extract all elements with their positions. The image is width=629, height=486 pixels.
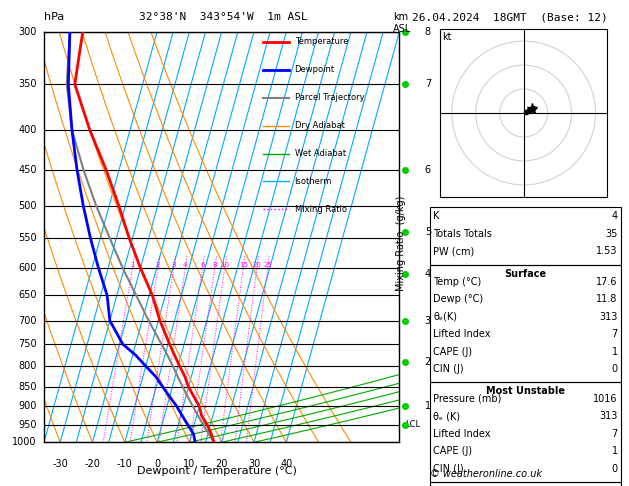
Text: PW (cm): PW (cm) xyxy=(433,246,475,257)
Text: 450: 450 xyxy=(18,165,37,175)
Text: 7: 7 xyxy=(611,329,618,339)
Text: -20: -20 xyxy=(84,459,101,469)
Text: 0: 0 xyxy=(611,464,618,474)
Text: Dry Adiabat: Dry Adiabat xyxy=(294,121,345,130)
Text: 35: 35 xyxy=(605,229,618,239)
Text: 25: 25 xyxy=(264,262,272,268)
Text: 4: 4 xyxy=(611,211,618,222)
Text: Mixing Ratio  (g/kg): Mixing Ratio (g/kg) xyxy=(396,195,406,291)
Text: 1: 1 xyxy=(130,262,135,268)
Text: 650: 650 xyxy=(18,290,37,300)
Text: 313: 313 xyxy=(599,312,618,322)
Text: Dewpoint / Temperature (°C): Dewpoint / Temperature (°C) xyxy=(137,466,297,476)
Text: Surface: Surface xyxy=(504,269,547,279)
Text: Parcel Trajectory: Parcel Trajectory xyxy=(294,93,364,102)
Text: 750: 750 xyxy=(18,339,37,349)
Text: 32°38'N  343°54'W  1m ASL: 32°38'N 343°54'W 1m ASL xyxy=(139,12,308,22)
Text: 4: 4 xyxy=(183,262,187,268)
Text: CAPE (J): CAPE (J) xyxy=(433,347,472,357)
Text: Pressure (mb): Pressure (mb) xyxy=(433,394,502,404)
Text: 2: 2 xyxy=(425,357,431,367)
Text: CIN (J): CIN (J) xyxy=(433,464,464,474)
Text: K: K xyxy=(433,211,440,222)
Text: 850: 850 xyxy=(18,382,37,392)
Text: 20: 20 xyxy=(216,459,228,469)
Text: 600: 600 xyxy=(18,263,37,273)
Text: 26.04.2024  18GMT  (Base: 12): 26.04.2024 18GMT (Base: 12) xyxy=(412,12,608,22)
Text: 1: 1 xyxy=(611,446,618,456)
Text: 6: 6 xyxy=(425,165,431,175)
Text: 1016: 1016 xyxy=(593,394,618,404)
Text: -10: -10 xyxy=(117,459,133,469)
Text: 0: 0 xyxy=(611,364,618,374)
Text: θₑ(K): θₑ(K) xyxy=(433,312,457,322)
Text: © weatheronline.co.uk: © weatheronline.co.uk xyxy=(430,469,542,479)
Text: 3: 3 xyxy=(172,262,176,268)
Text: Totals Totals: Totals Totals xyxy=(433,229,493,239)
Text: 17.6: 17.6 xyxy=(596,277,618,287)
Text: 400: 400 xyxy=(18,125,37,135)
Text: 1.53: 1.53 xyxy=(596,246,618,257)
Text: 7: 7 xyxy=(425,79,431,89)
Text: 300: 300 xyxy=(18,27,37,36)
Text: 2: 2 xyxy=(156,262,160,268)
Text: LCL: LCL xyxy=(404,420,420,429)
Text: CIN (J): CIN (J) xyxy=(433,364,464,374)
Text: 700: 700 xyxy=(18,315,37,326)
Text: 30: 30 xyxy=(248,459,260,469)
Text: θₑ (K): θₑ (K) xyxy=(433,411,460,421)
Text: 10: 10 xyxy=(220,262,229,268)
Text: Mixing Ratio: Mixing Ratio xyxy=(294,205,347,214)
Text: -30: -30 xyxy=(52,459,68,469)
Text: CAPE (J): CAPE (J) xyxy=(433,446,472,456)
Text: 1000: 1000 xyxy=(13,437,37,447)
Text: 8: 8 xyxy=(425,27,431,36)
Text: 15: 15 xyxy=(239,262,248,268)
Text: 313: 313 xyxy=(599,411,618,421)
Text: 1: 1 xyxy=(611,347,618,357)
Text: Dewpoint: Dewpoint xyxy=(294,65,335,74)
Text: km
ASL: km ASL xyxy=(393,12,411,34)
Text: 0: 0 xyxy=(154,459,160,469)
Text: 10: 10 xyxy=(183,459,196,469)
Text: 800: 800 xyxy=(18,361,37,371)
Text: 4: 4 xyxy=(425,269,431,278)
Text: Isotherm: Isotherm xyxy=(294,177,332,186)
Text: 900: 900 xyxy=(18,401,37,411)
Text: Lifted Index: Lifted Index xyxy=(433,429,491,439)
Text: 500: 500 xyxy=(18,201,37,211)
Text: 7: 7 xyxy=(611,429,618,439)
Text: 350: 350 xyxy=(18,79,37,89)
Text: Temp (°C): Temp (°C) xyxy=(433,277,482,287)
Text: 950: 950 xyxy=(18,420,37,430)
Text: 11.8: 11.8 xyxy=(596,294,618,304)
Text: Temperature: Temperature xyxy=(294,37,348,46)
Text: 6: 6 xyxy=(200,262,204,268)
Text: 550: 550 xyxy=(18,233,37,243)
Text: kt: kt xyxy=(442,32,452,42)
Text: Dewp (°C): Dewp (°C) xyxy=(433,294,484,304)
Text: Most Unstable: Most Unstable xyxy=(486,386,565,396)
Text: 1: 1 xyxy=(425,401,431,411)
Text: 20: 20 xyxy=(252,262,261,268)
Text: 8: 8 xyxy=(213,262,217,268)
Text: 5: 5 xyxy=(425,227,431,237)
Text: 3: 3 xyxy=(425,315,431,326)
Text: hPa: hPa xyxy=(44,12,64,22)
Text: Lifted Index: Lifted Index xyxy=(433,329,491,339)
Text: 40: 40 xyxy=(280,459,292,469)
Text: Wet Adiabat: Wet Adiabat xyxy=(294,149,346,158)
